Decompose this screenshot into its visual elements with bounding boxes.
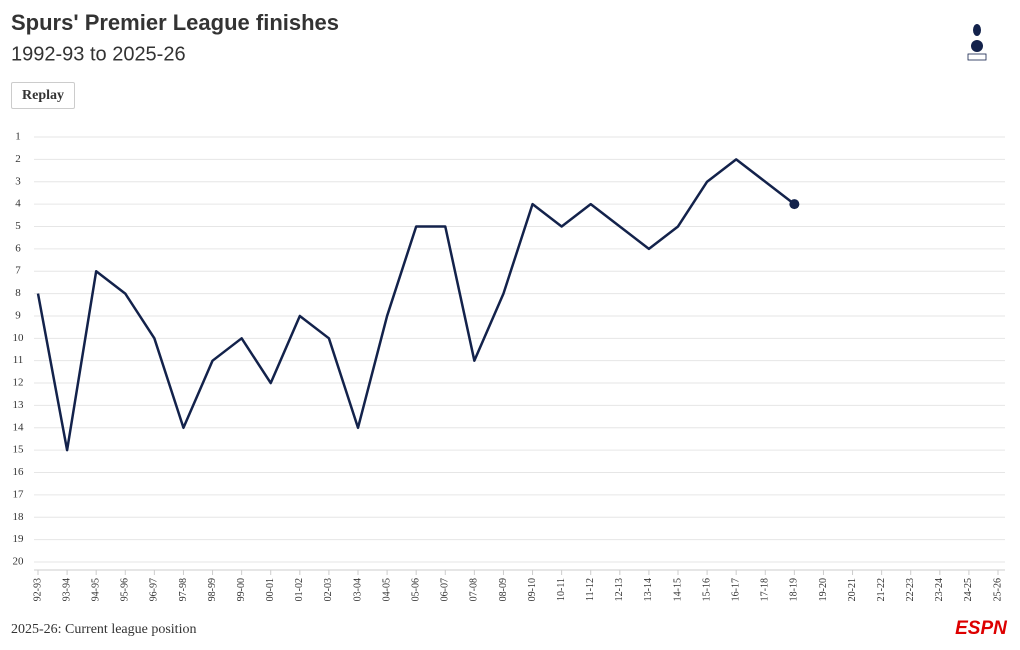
y-tick-label: 17 xyxy=(13,488,25,500)
x-tick-label: 14-15 xyxy=(672,578,683,601)
x-tick-label: 13-14 xyxy=(643,578,654,601)
data-line xyxy=(36,158,796,452)
x-tick-label: 02-03 xyxy=(323,578,334,601)
x-tick-label: 97-98 xyxy=(178,578,189,601)
x-tick-label: 93-94 xyxy=(61,578,72,601)
y-tick-label: 2 xyxy=(15,153,21,165)
x-tick-label: 25-26 xyxy=(992,578,1003,601)
x-tick-label: 03-04 xyxy=(352,578,363,601)
x-tick-label: 05-06 xyxy=(410,578,421,601)
x-tick-label: 06-07 xyxy=(440,578,451,601)
y-tick-label: 14 xyxy=(13,421,25,433)
x-tick-label: 21-22 xyxy=(876,578,887,601)
x-tick-label: 94-95 xyxy=(90,578,101,601)
y-tick-label: 7 xyxy=(15,265,21,277)
y-tick-label: 3 xyxy=(15,175,21,187)
club-crest xyxy=(967,24,987,61)
x-tick-label: 20-21 xyxy=(847,578,858,601)
x-tick-label: 18-19 xyxy=(789,578,800,601)
x-tick-label: 95-96 xyxy=(120,578,131,601)
y-tick-label: 11 xyxy=(13,354,24,366)
x-tick-label: 17-18 xyxy=(760,578,771,601)
x-tick-label: 15-16 xyxy=(701,578,712,601)
x-tick-label: 92-93 xyxy=(32,578,43,601)
x-tick-label: 96-97 xyxy=(149,578,160,601)
y-tick-label: 15 xyxy=(13,444,25,456)
y-tick-label: 12 xyxy=(13,377,24,389)
x-tick-label: 23-24 xyxy=(934,578,945,601)
y-tick-label: 19 xyxy=(13,533,25,545)
y-tick-label: 13 xyxy=(13,399,25,411)
y-tick-label: 5 xyxy=(15,220,21,232)
y-tick-label: 20 xyxy=(13,556,25,568)
x-tick-label: 22-23 xyxy=(905,578,916,601)
y-tick-label: 10 xyxy=(13,332,25,344)
x-tick-label: 24-25 xyxy=(963,578,974,601)
x-tick-label: 07-08 xyxy=(469,578,480,601)
x-tick-label: 19-20 xyxy=(818,578,829,601)
x-tick-label: 11-12 xyxy=(585,578,596,601)
chart-title: Spurs' Premier League finishes xyxy=(11,10,339,35)
x-tick-label: 08-09 xyxy=(498,578,509,601)
x-tick-label: 01-02 xyxy=(294,578,305,601)
x-tick-label: 16-17 xyxy=(730,578,741,601)
x-tick-label: 98-99 xyxy=(207,578,218,601)
footnote: 2025-26: Current league position xyxy=(11,622,196,637)
chart-subtitle: 1992-93 to 2025-26 xyxy=(11,43,186,65)
x-tick-label: 04-05 xyxy=(381,578,392,601)
current-point xyxy=(789,199,800,210)
x-tick-label: 00-01 xyxy=(265,578,276,601)
y-tick-label: 18 xyxy=(13,511,25,523)
y-tick-label: 4 xyxy=(15,198,21,210)
y-tick-label: 6 xyxy=(15,242,21,254)
y-tick-label: 8 xyxy=(15,287,21,299)
x-tick-label: 09-10 xyxy=(527,578,538,601)
y-tick-label: 16 xyxy=(13,466,25,478)
x-tick-label: 10-11 xyxy=(556,578,567,601)
x-tick-label: 12-13 xyxy=(614,578,625,601)
y-tick-label: 9 xyxy=(15,309,21,321)
espn-logo: ESPN xyxy=(955,618,1008,639)
replay-button[interactable]: Replay xyxy=(11,82,75,109)
y-tick-label: 1 xyxy=(15,131,21,143)
x-tick-label: 99-00 xyxy=(236,578,247,601)
